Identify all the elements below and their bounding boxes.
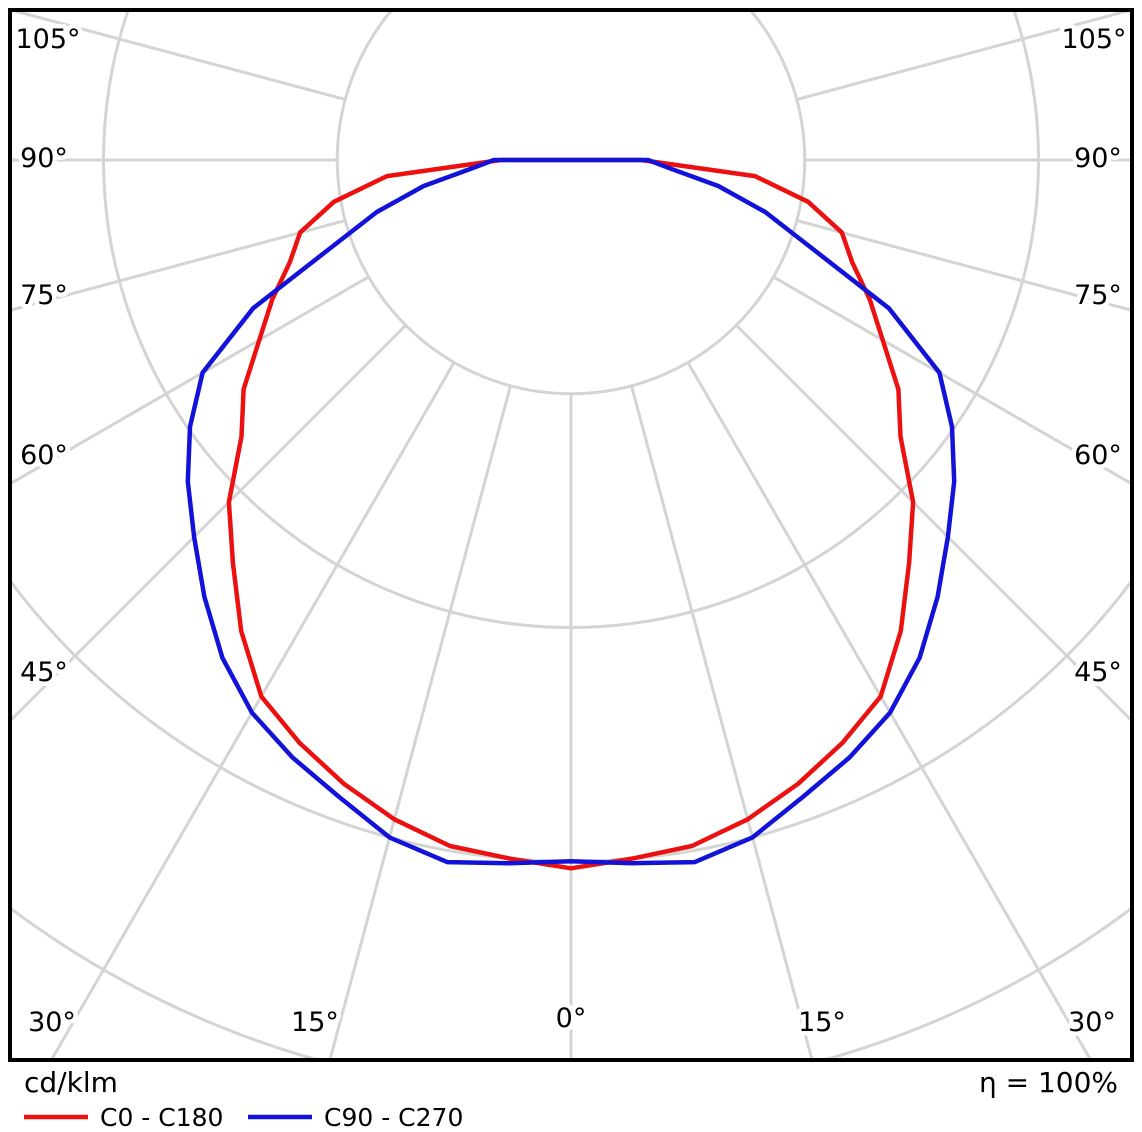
legend-label-c0-c180: C0 - C180 xyxy=(100,1103,223,1132)
angle-label: 45° xyxy=(1074,657,1122,688)
curve-c90-c270 xyxy=(185,157,957,866)
angle-label: 45° xyxy=(20,657,68,688)
efficiency-label: η = 100% xyxy=(979,1066,1118,1099)
angle-label: 105° xyxy=(15,24,80,55)
legend-label-c90-c270: C90 - C270 xyxy=(324,1103,463,1132)
grid-radial-line xyxy=(772,275,1130,485)
grid-radial-line xyxy=(735,324,1130,722)
angle-label: 60° xyxy=(1074,440,1122,471)
grid-radial-line xyxy=(12,12,346,101)
angle-label: 30° xyxy=(28,1007,76,1038)
angle-label: 60° xyxy=(20,440,68,471)
chart-frame xyxy=(8,8,1134,1062)
angle-labels: 105° 90° 75° 60° 45° 30° 15° 0° 15° 30° 45° 60° 75° 9… xyxy=(11,20,1131,1043)
grid-radial-line xyxy=(796,219,1130,312)
angle-label: 75° xyxy=(20,280,68,311)
angle-label: 75° xyxy=(1074,280,1122,311)
angle-label: 15° xyxy=(291,1007,339,1038)
grid-radial-line xyxy=(328,385,512,1058)
grid-radial-line xyxy=(686,361,1092,1058)
grid-radial-line xyxy=(796,12,1130,101)
unit-label: cd/klm xyxy=(24,1066,118,1099)
grid-radial-line xyxy=(50,361,456,1058)
legend: C0 - C180 C90 - C270 xyxy=(24,1103,463,1132)
grid-radial-line xyxy=(12,219,346,312)
grid-radial-line xyxy=(12,324,407,722)
angle-label: 30° xyxy=(1068,1007,1116,1038)
angle-label: 15° xyxy=(798,1007,846,1038)
angle-label: 90° xyxy=(1074,143,1122,174)
grid-radial-line xyxy=(12,275,370,485)
angle-label: 105° xyxy=(1061,24,1126,55)
angle-label: 0° xyxy=(556,1003,587,1034)
intensity-curves xyxy=(185,157,957,871)
grid-radial-line xyxy=(630,385,814,1058)
angle-label: 90° xyxy=(20,143,68,174)
